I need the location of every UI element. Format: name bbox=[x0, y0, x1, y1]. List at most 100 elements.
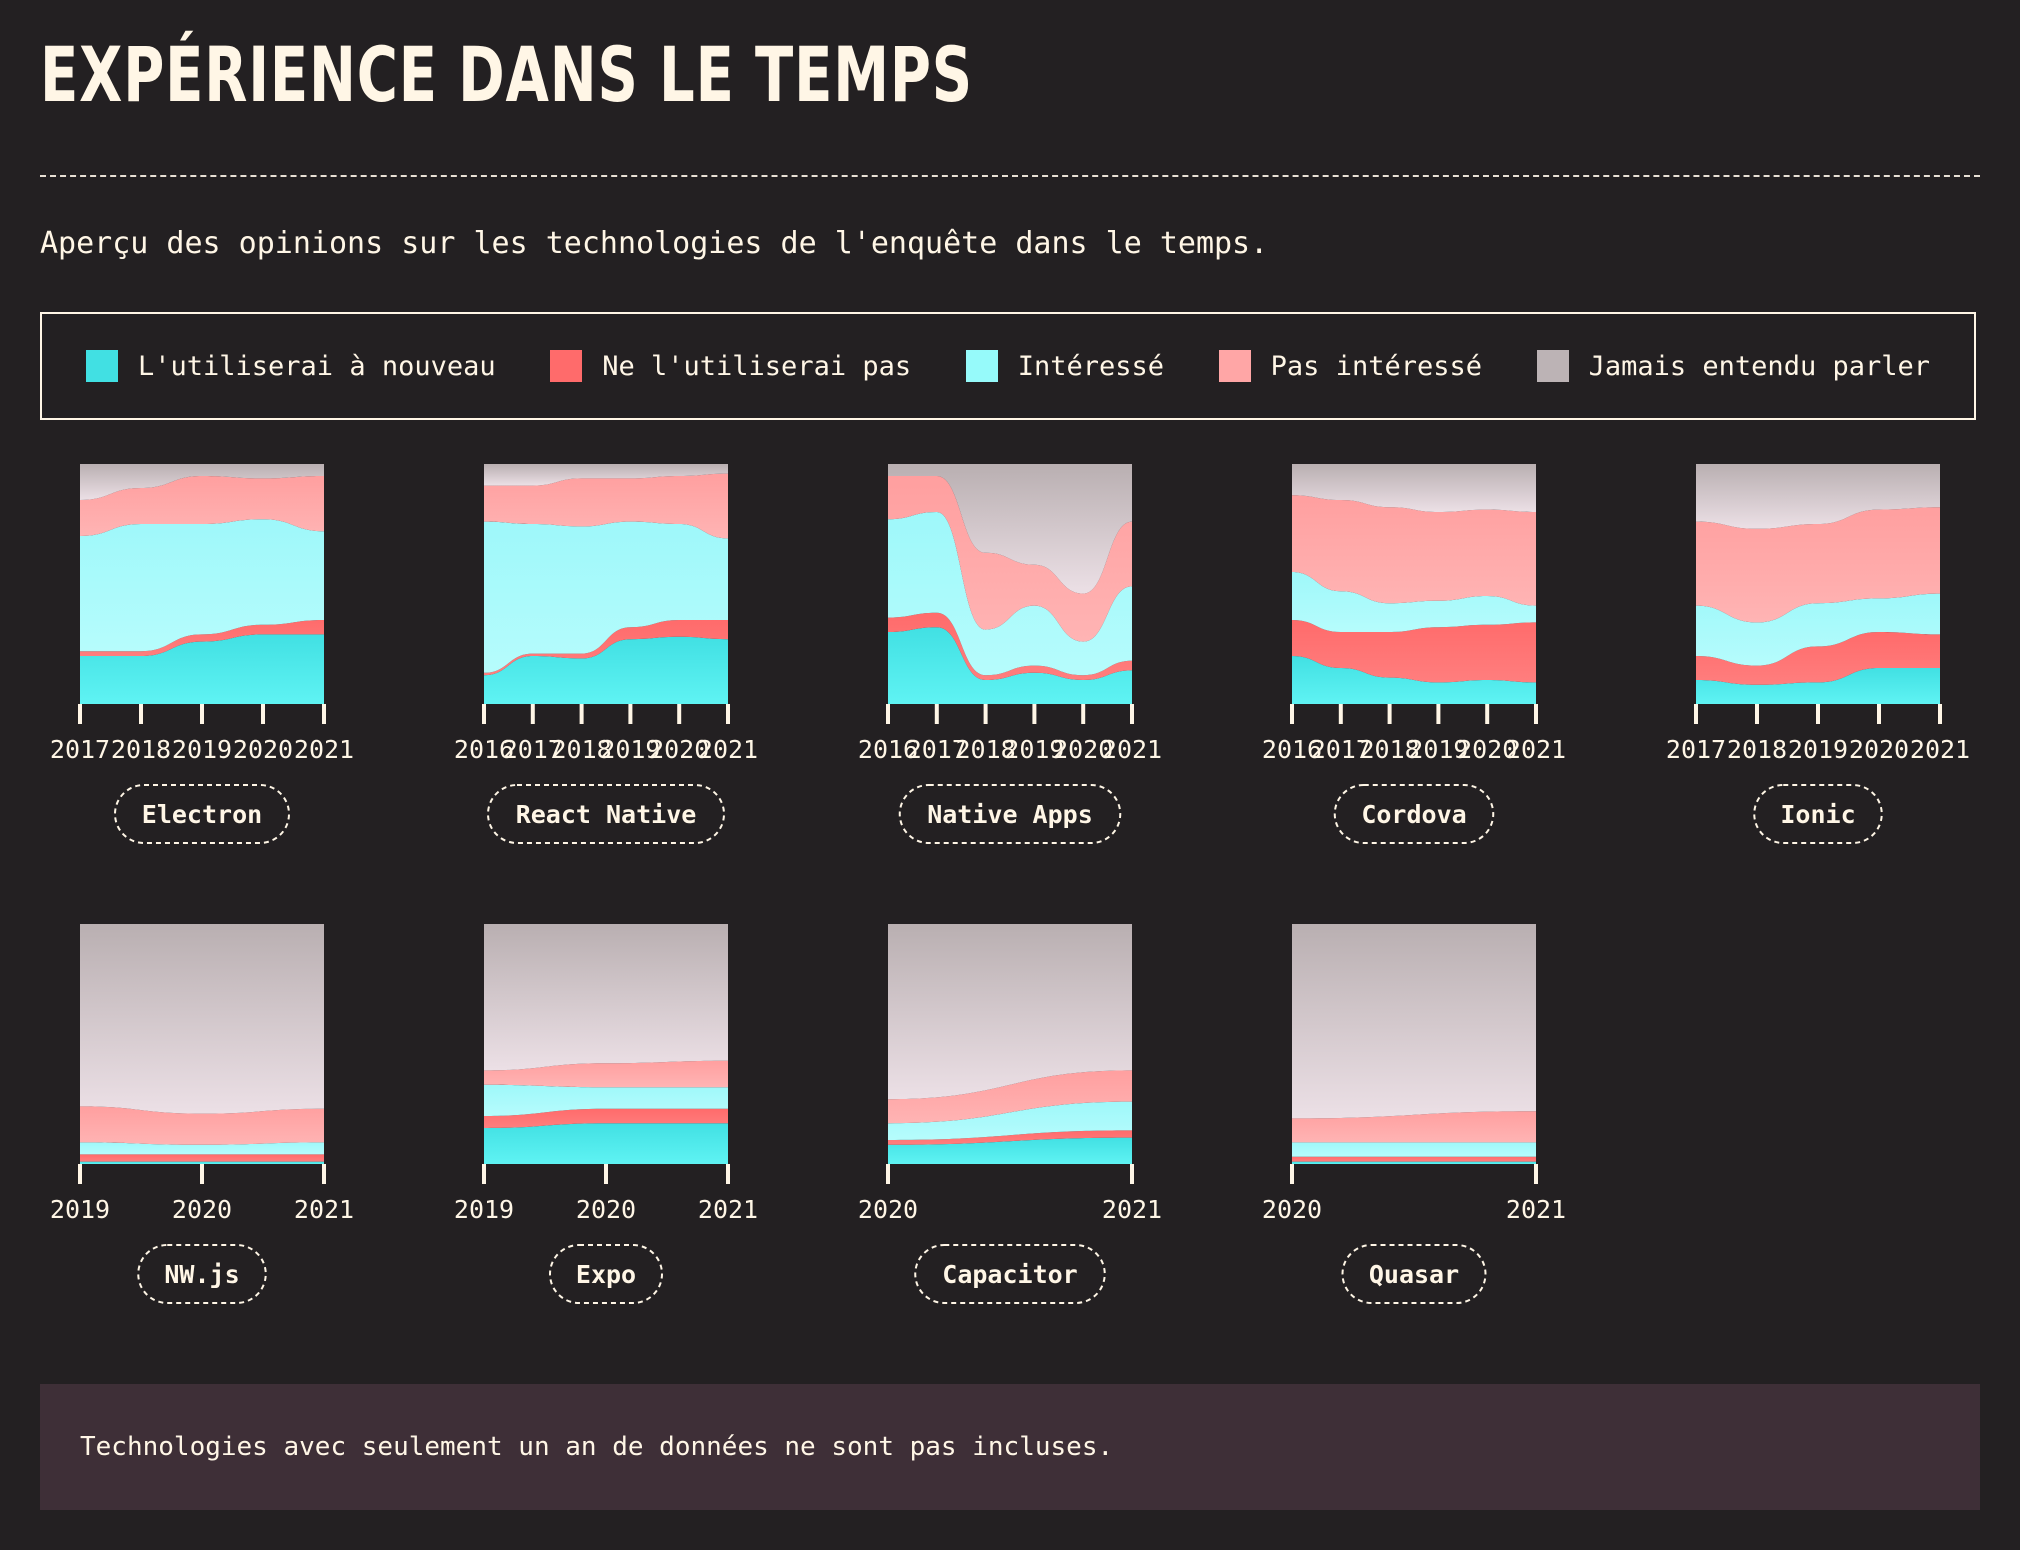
area-would-use bbox=[484, 1123, 728, 1164]
x-tick-label: 2017 bbox=[50, 735, 110, 764]
x-tick-label: 2019 bbox=[1788, 735, 1848, 764]
legend-label: Intéressé bbox=[1017, 350, 1165, 382]
area-would-use bbox=[484, 636, 728, 704]
x-tick-label: 2020 bbox=[1262, 1195, 1322, 1224]
legend-swatch bbox=[86, 350, 118, 382]
x-tick-label: 2018 bbox=[1727, 735, 1787, 764]
legend-swatch bbox=[965, 350, 998, 382]
x-tick-label: 2017 bbox=[907, 735, 967, 764]
chart-name-pill[interactable] bbox=[114, 784, 290, 844]
x-tick-label: 2019 bbox=[600, 735, 660, 764]
area-not-interested bbox=[1292, 495, 1536, 606]
area-would-not-use bbox=[484, 1108, 728, 1128]
x-tick-label: 2020 bbox=[649, 735, 709, 764]
legend-item-would-use[interactable]: L'utiliserai à nouveau bbox=[86, 350, 496, 382]
area-never-heard bbox=[1292, 924, 1536, 1119]
area-not-interested bbox=[1696, 507, 1940, 623]
x-tick-label: 2019 bbox=[172, 735, 232, 764]
chart-name-pill[interactable] bbox=[1333, 784, 1495, 844]
area-interested bbox=[80, 519, 324, 652]
x-tick-label: 2020 bbox=[233, 735, 293, 764]
chart-name-label: React Native bbox=[516, 800, 697, 829]
area-interested bbox=[1696, 593, 1940, 666]
chart-name-label: Capacitor bbox=[942, 1260, 1077, 1289]
area-interested bbox=[1292, 1142, 1536, 1157]
area-would-not-use bbox=[888, 612, 1132, 680]
area-never-heard bbox=[484, 924, 728, 1071]
area-would-use bbox=[1696, 668, 1940, 704]
x-tick-label: 2019 bbox=[1004, 735, 1064, 764]
area-never-heard bbox=[1292, 464, 1536, 512]
area-would-not-use bbox=[1292, 1156, 1536, 1162]
legend-item-interested[interactable]: Intéressé bbox=[965, 350, 1165, 382]
area-not-interested bbox=[1292, 1111, 1536, 1143]
area-interested bbox=[80, 1142, 324, 1155]
x-tick-label: 2016 bbox=[858, 735, 918, 764]
chart-name-label: NW.js bbox=[164, 1260, 239, 1289]
chart-name-label: Native Apps bbox=[927, 800, 1093, 829]
chart-name-pill[interactable] bbox=[914, 1244, 1106, 1304]
x-tick-label: 2018 bbox=[955, 735, 1015, 764]
x-tick-label: 2018 bbox=[551, 735, 611, 764]
x-tick-label: 2021 bbox=[698, 735, 758, 764]
area-not-interested bbox=[80, 476, 324, 536]
x-tick-label: 2019 bbox=[50, 1195, 110, 1224]
x-tick-label: 2021 bbox=[1102, 735, 1162, 764]
area-would-use bbox=[1292, 1161, 1536, 1164]
x-tick-label: 2021 bbox=[1506, 1195, 1566, 1224]
x-tick-label: 2020 bbox=[172, 1195, 232, 1224]
x-tick-label: 2021 bbox=[294, 735, 354, 764]
x-tick-label: 2021 bbox=[1102, 1195, 1162, 1224]
x-tick-label: 2017 bbox=[503, 735, 563, 764]
x-tick-label: 2021 bbox=[698, 1195, 758, 1224]
chart-name-label: Expo bbox=[576, 1260, 636, 1289]
area-not-interested bbox=[888, 1070, 1132, 1124]
footnote-box: Technologies avec seulement un an de don… bbox=[40, 1384, 1980, 1510]
area-never-heard bbox=[484, 464, 728, 486]
x-tick-label: 2021 bbox=[1506, 735, 1566, 764]
area-not-interested bbox=[484, 473, 728, 539]
chart-name-label: Electron bbox=[142, 800, 262, 829]
x-tick-label: 2019 bbox=[1408, 735, 1468, 764]
footnote: Technologies avec seulement un an de don… bbox=[80, 1432, 1114, 1462]
legend-label: Ne l'utiliserai pas bbox=[602, 350, 912, 382]
chart-name-label: Cordova bbox=[1361, 800, 1466, 829]
area-would-not-use bbox=[1696, 632, 1940, 685]
chart-name-pill[interactable] bbox=[549, 1244, 663, 1304]
x-tick-label: 2021 bbox=[294, 1195, 354, 1224]
legend-item-never-heard[interactable]: Jamais entendu parler bbox=[1536, 350, 1930, 382]
x-tick-label: 2017 bbox=[1311, 735, 1371, 764]
chart-quasar: 2020 2021 Quasar bbox=[1262, 924, 1566, 1304]
legend-label: L'utiliserai à nouveau bbox=[138, 350, 496, 382]
legend-label: Pas intéressé bbox=[1270, 350, 1482, 382]
legend-item-would-not-use[interactable]: Ne l'utiliserai pas bbox=[550, 350, 911, 382]
legend-swatch bbox=[1218, 350, 1251, 382]
x-tick-label: 2020 bbox=[1457, 735, 1517, 764]
area-would-not-use bbox=[888, 1130, 1132, 1145]
area-would-not-use bbox=[80, 1154, 324, 1162]
x-tick-label: 2019 bbox=[454, 1195, 514, 1224]
x-tick-label: 2018 bbox=[111, 735, 171, 764]
legend-swatch bbox=[1536, 350, 1569, 382]
area-would-use bbox=[80, 1161, 324, 1164]
x-tick-label: 2020 bbox=[1849, 735, 1909, 764]
page-title: EXPÉRIENCE DANS LE TEMPS bbox=[40, 30, 973, 119]
x-tick-label: 2016 bbox=[454, 735, 514, 764]
x-tick-label: 2020 bbox=[858, 1195, 918, 1224]
area-interested bbox=[888, 512, 1132, 676]
legend-label: Jamais entendu parler bbox=[1588, 350, 1930, 382]
chart-name-pill[interactable] bbox=[1341, 1244, 1487, 1304]
legend: L'utiliserai à nouveau Ne l'utiliserai p… bbox=[40, 312, 1976, 420]
chart-nw-js: 2019 2020 2021 NW.js bbox=[50, 924, 354, 1304]
area-would-use bbox=[80, 634, 324, 704]
chart-expo: 2019 2020 2021 Expo bbox=[454, 924, 758, 1304]
x-tick-label: 2021 bbox=[1910, 735, 1970, 764]
legend-swatch bbox=[550, 350, 583, 382]
chart-name-pill[interactable] bbox=[898, 784, 1122, 844]
x-tick-label: 2018 bbox=[1359, 735, 1419, 764]
area-would-not-use bbox=[80, 620, 324, 656]
legend-item-not-interested[interactable]: Pas intéressé bbox=[1218, 350, 1482, 382]
